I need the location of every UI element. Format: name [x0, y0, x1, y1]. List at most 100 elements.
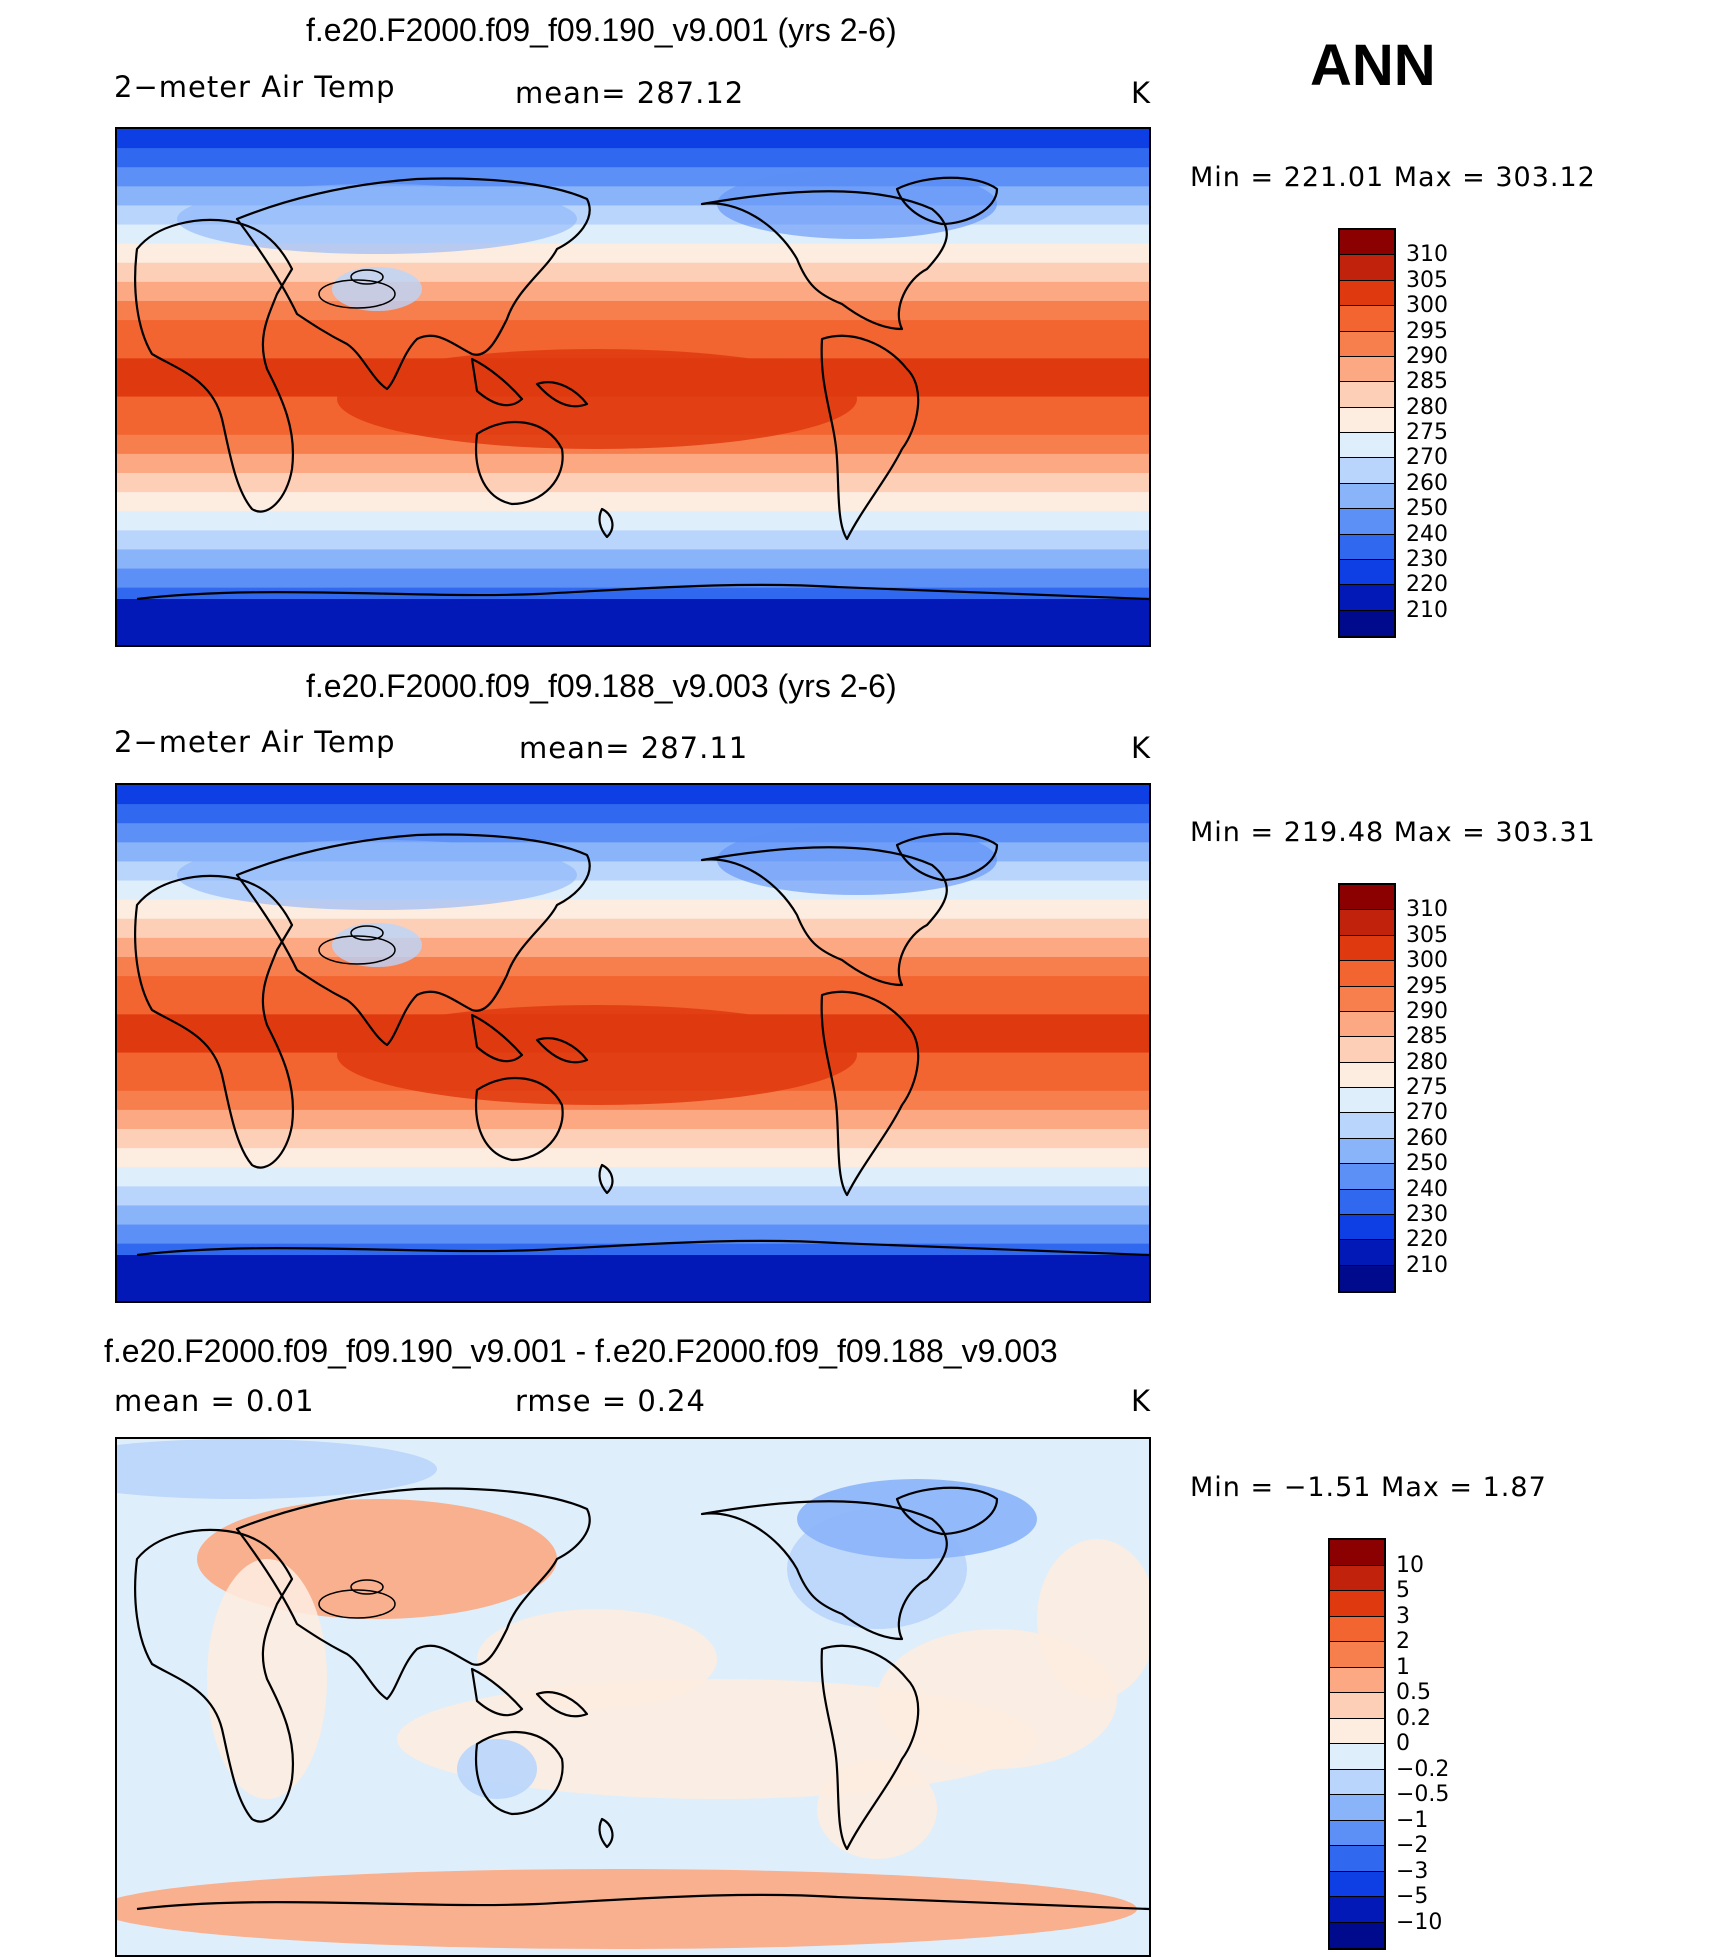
colorbar-level-label: 0.5: [1396, 1680, 1431, 1705]
colorbar-segment: [1330, 1718, 1384, 1744]
colorbar-segment: [1330, 1795, 1384, 1821]
colorbar-level-label: 240: [1406, 521, 1448, 547]
colorbar-segment: [1340, 986, 1394, 1012]
colorbar-segment: [1340, 331, 1394, 357]
panel-3-mean-label: mean = 0.01: [114, 1384, 315, 1418]
colorbar-level-label: 295: [1406, 318, 1448, 344]
panel-2-min-max: Min = 219.48 Max = 303.31: [1190, 817, 1596, 848]
panel-3-map: [115, 1437, 1151, 1957]
colorbar-level-label: 220: [1406, 1227, 1448, 1253]
colorbar-segment: [1340, 458, 1394, 484]
colorbar-level-label: 300: [1406, 948, 1448, 974]
colorbar-level-label: 310: [1406, 897, 1448, 923]
panel-2-variable-label: 2−meter Air Temp: [114, 725, 396, 759]
panel-1-units-label: K: [1131, 76, 1152, 110]
colorbar-level-label: 270: [1406, 445, 1448, 471]
colorbar-segment: [1340, 483, 1394, 510]
colorbar-level-label: 2: [1396, 1629, 1410, 1654]
colorbar-segment: [1340, 356, 1394, 383]
colorbar-segment: [1340, 1011, 1394, 1038]
colorbar-segment: [1340, 1113, 1394, 1139]
colorbar-segment: [1330, 1667, 1384, 1693]
colorbar-level-label: 240: [1406, 1176, 1448, 1202]
panel-3-title: f.e20.F2000.f09_f09.190_v9.001 - f.e20.F…: [104, 1333, 1058, 1369]
colorbar-level-label: 295: [1406, 973, 1448, 999]
colorbar-level-label: 270: [1406, 1100, 1448, 1126]
colorbar-segment: [1340, 509, 1394, 535]
colorbar-segment: [1330, 1642, 1384, 1668]
colorbar-level-label: 10: [1396, 1552, 1424, 1578]
colorbar-segment: [1340, 1062, 1394, 1088]
colorbar-level-label: 5: [1396, 1578, 1410, 1603]
colorbar-segment: [1340, 1214, 1394, 1241]
colorbar-segment: [1340, 935, 1394, 962]
colorbar-level-label: −2: [1396, 1833, 1429, 1858]
panel-3-units-label: K: [1131, 1384, 1152, 1418]
colorbar-level-label: 1: [1396, 1654, 1410, 1680]
colorbar-level-label: 290: [1406, 343, 1448, 369]
panel-2-title: f.e20.F2000.f09_f09.188_v9.003 (yrs 2-6): [306, 668, 897, 704]
panel-2-mean-label: mean= 287.11: [519, 731, 749, 765]
panel-1-mean-label: mean= 287.12: [515, 76, 745, 110]
colorbar-segment: [1340, 407, 1394, 433]
colorbar-segment: [1340, 1037, 1394, 1063]
colorbar-level-label: 280: [1406, 1049, 1448, 1075]
colorbar-level-label: 290: [1406, 998, 1448, 1024]
colorbar-level-label: 3: [1396, 1603, 1410, 1629]
colorbar-level-label: 220: [1406, 572, 1448, 598]
panel-1-colorbar: [1338, 228, 1396, 638]
panel-1-title: f.e20.F2000.f09_f09.190_v9.001 (yrs 2-6): [306, 12, 897, 48]
colorbar-segment: [1340, 559, 1394, 586]
colorbar-level-label: 260: [1406, 470, 1448, 496]
colorbar-level-label: 0.2: [1396, 1705, 1431, 1731]
colorbar-segment: [1340, 1088, 1394, 1114]
colorbar-level-label: −5: [1396, 1884, 1429, 1909]
colorbar-segment: [1330, 1769, 1384, 1795]
colorbar-segment: [1340, 1265, 1394, 1291]
colorbar-level-label: 280: [1406, 394, 1448, 420]
colorbar-level-label: −0.5: [1396, 1782, 1450, 1807]
panel-3-min-max: Min = −1.51 Max = 1.87: [1190, 1472, 1547, 1503]
colorbar-level-label: −10: [1396, 1909, 1443, 1935]
colorbar-level-label: 0: [1396, 1731, 1410, 1756]
panel-2-units-label: K: [1131, 731, 1152, 765]
panel-3-rmse-label: rmse = 0.24: [515, 1384, 706, 1418]
panel-1-map: [115, 127, 1151, 647]
colorbar-level-label: 250: [1406, 496, 1448, 522]
colorbar-segment: [1330, 1820, 1384, 1846]
colorbar-level-label: 250: [1406, 1151, 1448, 1177]
colorbar-level-label: 210: [1406, 597, 1448, 623]
colorbar-segment: [1340, 433, 1394, 459]
colorbar-segment: [1330, 1871, 1384, 1897]
panel-1-variable-label: 2−meter Air Temp: [114, 70, 396, 104]
colorbar-segment: [1340, 610, 1394, 636]
colorbar-level-label: 305: [1406, 922, 1448, 948]
colorbar-segment: [1330, 1846, 1384, 1872]
colorbar-segment: [1340, 534, 1394, 560]
colorbar-level-label: 210: [1406, 1252, 1448, 1278]
colorbar-segment: [1340, 961, 1394, 987]
colorbar-segment: [1340, 1189, 1394, 1215]
colorbar-segment: [1330, 1616, 1384, 1642]
colorbar-segment: [1340, 306, 1394, 332]
colorbar-level-label: 230: [1406, 546, 1448, 572]
colorbar-segment: [1340, 1240, 1394, 1266]
colorbar-segment: [1330, 1897, 1384, 1923]
colorbar-level-label: 260: [1406, 1125, 1448, 1151]
colorbar-segment: [1330, 1591, 1384, 1617]
season-label: ANN: [1310, 33, 1436, 98]
colorbar-segment: [1340, 910, 1394, 936]
colorbar-level-label: −1: [1396, 1807, 1429, 1833]
colorbar-segment: [1330, 1693, 1384, 1719]
colorbar-level-label: 230: [1406, 1201, 1448, 1227]
colorbar-segment: [1340, 280, 1394, 307]
panel-2-map: [115, 783, 1151, 1303]
colorbar-segment: [1330, 1922, 1384, 1948]
panel-3-colorbar: [1328, 1538, 1386, 1950]
colorbar-segment: [1340, 585, 1394, 611]
colorbar-level-label: 285: [1406, 1024, 1448, 1050]
colorbar-segment: [1340, 255, 1394, 281]
colorbar-segment: [1340, 1164, 1394, 1190]
colorbar-level-label: −3: [1396, 1858, 1429, 1884]
colorbar-level-label: 300: [1406, 293, 1448, 319]
